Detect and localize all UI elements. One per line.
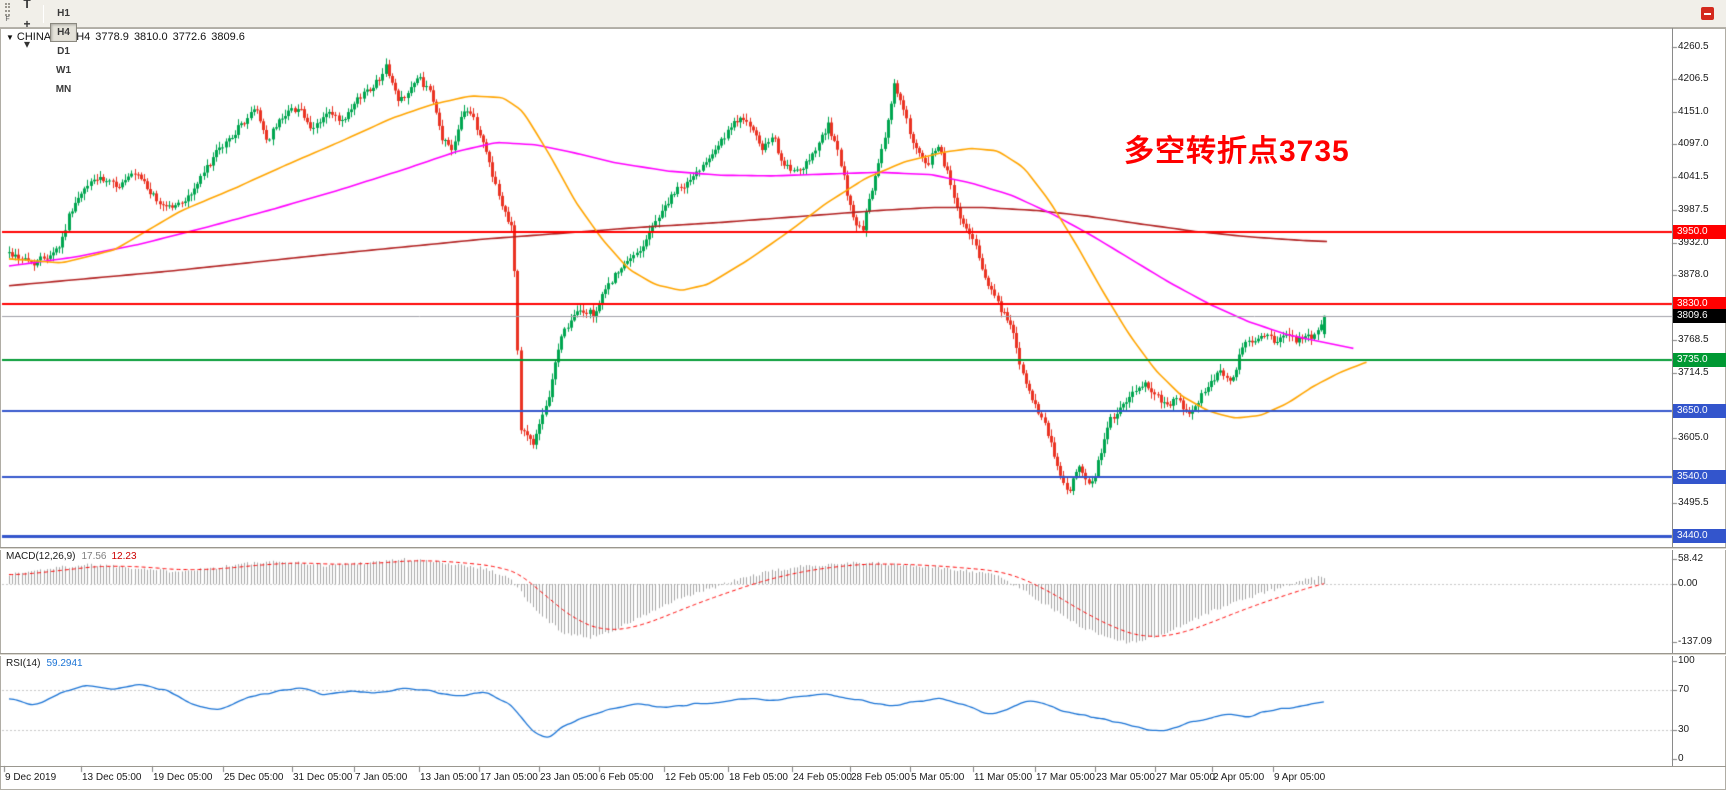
timeframe-button-h4[interactable]: H4 xyxy=(50,23,77,42)
toolbar-grip[interactable]: F xyxy=(5,3,10,24)
time-axis-label: 12 Feb 05:00 xyxy=(665,772,724,783)
price-scale-label: 4151.0 xyxy=(1678,105,1709,117)
time-axis[interactable]: 9 Dec 2019 13 Dec 05:00 19 Dec 05:00 25 Dec… xyxy=(0,767,1726,790)
price-scale-label: 3605.0 xyxy=(1678,431,1709,443)
macd-label: MACD(12,26,9) 17.56 12.23 xyxy=(6,551,137,562)
time-axis-label: 9 Apr 05:00 xyxy=(1274,772,1326,783)
price-scale-label: 3768.5 xyxy=(1678,334,1709,346)
text-label-tool[interactable]: T xyxy=(23,0,31,11)
time-axis-label: 27 Mar 05:00 xyxy=(1156,772,1215,783)
price-scale-column[interactable]: 4260.5 4206.5 4151.0 4097.0 4041.5 3987.5 3932… xyxy=(1673,28,1726,766)
toolbar: F AT+▾ M1M5M15M30H1H4D1W1MN xyxy=(0,0,1726,95)
macd-scale-label: -137.09 xyxy=(1678,636,1712,648)
price-level-badge: 3440.0 xyxy=(1673,529,1726,544)
rsi-scale-label: 70 xyxy=(1678,684,1690,696)
rsi-scale-label: 30 xyxy=(1678,723,1690,735)
time-axis-label: 28 Feb 05:00 xyxy=(851,772,910,783)
grip-icon xyxy=(5,3,10,16)
time-axis-label: 18 Feb 05:00 xyxy=(729,772,788,783)
price-scale-label: 4097.0 xyxy=(1678,138,1709,150)
time-axis-label: 6 Feb 05:00 xyxy=(600,772,654,783)
price-scale-label: 4206.5 xyxy=(1678,72,1709,84)
price-scale-label: 4260.5 xyxy=(1678,40,1709,52)
time-axis-line xyxy=(0,766,1726,767)
time-axis-label: 31 Dec 05:00 xyxy=(293,772,353,783)
time-axis-label: 9 Dec 2019 xyxy=(5,772,57,783)
price-scale-label: 3932.0 xyxy=(1678,236,1709,248)
rsi-value: 59.2941 xyxy=(46,658,83,669)
rsi-label: RSI(14) 59.2941 xyxy=(6,658,83,669)
timeframe-button-w1[interactable]: W1 xyxy=(56,65,71,76)
time-axis-label: 23 Jan 05:00 xyxy=(540,772,598,783)
time-axis-label: 2 Apr 05:00 xyxy=(1213,772,1265,783)
time-axis-label: 5 Mar 05:00 xyxy=(911,772,965,783)
objects-dropdown[interactable]: ▾ xyxy=(23,36,31,51)
price-scale-label: 3987.5 xyxy=(1678,203,1709,215)
price-scale-label: 3495.5 xyxy=(1678,497,1709,509)
ohlc-high: 3810.0 xyxy=(133,31,168,43)
toolbar-tools: AT+▾ xyxy=(16,0,38,54)
price-scale-label: 3878.0 xyxy=(1678,268,1709,280)
time-axis-label: 24 Feb 05:00 xyxy=(793,772,852,783)
chart-dropdown-icon[interactable]: ▼ xyxy=(6,33,14,42)
time-axis-label: 17 Jan 05:00 xyxy=(480,772,538,783)
timeframe-button-h1[interactable]: H1 xyxy=(57,8,70,19)
time-axis-label: 13 Dec 05:00 xyxy=(82,772,142,783)
macd-signal-value: 12.23 xyxy=(111,551,137,562)
macd-name: MACD(12,26,9) xyxy=(6,551,76,562)
rsi-name: RSI(14) xyxy=(6,658,41,669)
time-axis-label: 19 Dec 05:00 xyxy=(153,772,213,783)
toolbar-red-icon[interactable] xyxy=(1701,7,1714,20)
ohlc-low: 3772.6 xyxy=(172,31,207,43)
panel-splitter-macd[interactable] xyxy=(0,547,1726,550)
price-scale-label: 3714.5 xyxy=(1678,366,1709,378)
ohlc-open: 3778.9 xyxy=(95,31,129,43)
price-level-badge: 3735.0 xyxy=(1673,353,1726,368)
macd-scale-label: 58.42 xyxy=(1678,553,1704,565)
time-axis-label: 11 Mar 05:00 xyxy=(974,772,1033,783)
time-axis-label: 17 Mar 05:00 xyxy=(1036,772,1095,783)
chart-annotation-text: 多空转折点3735 xyxy=(1124,135,1350,168)
rsi-scale-label: 0 xyxy=(1678,753,1684,765)
price-scale-border xyxy=(1672,28,1673,766)
timeframe-button-mn[interactable]: MN xyxy=(55,84,72,95)
time-axis-label: 23 Mar 05:00 xyxy=(1096,772,1155,783)
ohlc-close: 3809.6 xyxy=(211,31,245,43)
macd-main-value: 17.56 xyxy=(81,551,107,562)
toolbar-separator xyxy=(43,4,44,23)
price-level-badge: 3650.0 xyxy=(1673,404,1726,419)
crosshair-tool[interactable]: + xyxy=(23,16,31,31)
rsi-scale-label: 100 xyxy=(1678,654,1695,666)
price-level-badge: 3950.0 xyxy=(1673,224,1726,239)
timeframe-buttons: M1M5M15M30H1H4D1W1MN xyxy=(49,0,78,99)
price-level-badge: 3540.0 xyxy=(1673,469,1726,484)
bid-price-badge: 3809.6 xyxy=(1673,308,1726,323)
panel-splitter-rsi[interactable] xyxy=(0,653,1726,656)
time-axis-label: 7 Jan 05:00 xyxy=(355,772,408,783)
red-bar-glyph xyxy=(1704,12,1711,15)
time-axis-label: 13 Jan 05:00 xyxy=(420,772,478,783)
price-level-badge: 3830.0 xyxy=(1673,296,1726,311)
toolbar-grip-label: F xyxy=(5,16,10,23)
timeframe-button-d1[interactable]: D1 xyxy=(57,46,70,57)
macd-scale-label: 0.00 xyxy=(1678,578,1698,589)
price-scale-label: 4041.5 xyxy=(1678,171,1709,183)
time-axis-label: 25 Dec 05:00 xyxy=(224,772,284,783)
